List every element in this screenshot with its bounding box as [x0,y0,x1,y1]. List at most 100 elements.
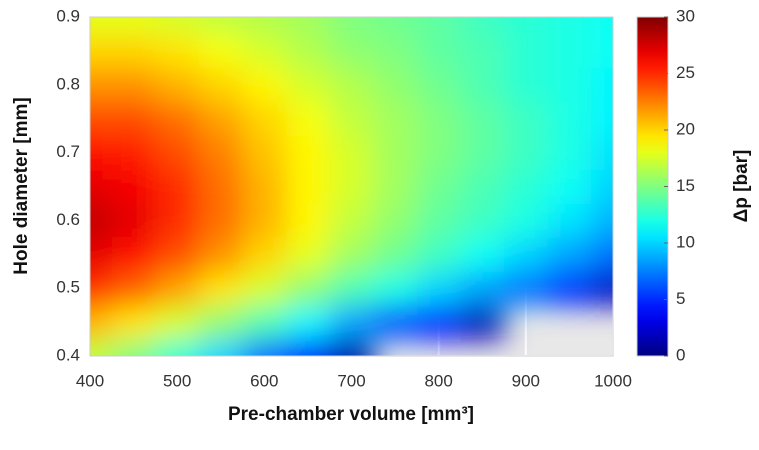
contour-cell [111,135,156,171]
contour-cell [111,67,156,103]
contour-cell [504,237,549,272]
contour-cell [90,203,113,238]
colorbar-tick-label: 5 [676,289,685,308]
contour-cell [373,17,418,35]
contour-cell [90,237,113,272]
contour-cell [242,67,287,103]
contour-cell [329,271,374,306]
contour-cell [111,271,156,306]
contour-cell [416,135,461,171]
contour-cell [111,33,156,69]
contour-cell [242,135,287,171]
contour-cell [373,271,418,306]
contour-cell [460,135,505,171]
x-tick-label: 500 [163,371,191,390]
contour-cell [242,169,287,204]
contour-cell [460,271,505,306]
colorbar-tick-label: 20 [676,119,695,138]
colorbar-tick-label: 15 [676,176,695,195]
x-tick-label: 800 [424,371,452,390]
contour-cell [373,237,418,272]
contour-cell [373,33,418,69]
contour-cell [329,237,374,272]
y-tick-label: 0.7 [56,142,80,161]
contour-cell [504,33,549,69]
plot-frame [89,16,614,357]
contour-cell [90,33,113,69]
contour-cell [416,169,461,204]
contour-cell [155,271,200,306]
contour-cell [155,339,200,356]
contour-field [90,17,613,356]
contour-cell [460,237,505,272]
contour-cell [90,101,113,137]
contour-cell [504,101,549,137]
contour-cell [155,203,200,238]
contour-cell [111,305,156,340]
plot-clip [90,17,613,356]
contour-cell [460,67,505,103]
contour-cell [111,17,156,35]
contour-cell [547,17,592,35]
contour-cell [155,33,200,69]
contour-cell [373,101,418,137]
contour-cell [547,67,592,103]
contour-cell [547,169,592,204]
contour-cell [242,203,287,238]
contour-cell [286,17,331,35]
contour-cell [416,33,461,69]
contour-cell [460,305,505,340]
contour-cell [242,101,287,137]
contour-cell [416,101,461,137]
contour-cell [111,101,156,137]
contour-cell [416,271,461,306]
contour-cell [198,67,244,103]
contour-cell [111,339,156,356]
contour-cell [286,135,331,171]
contour-cell [591,237,613,272]
contour-cell [373,203,418,238]
colorbar-tick-label: 0 [676,345,685,364]
y-tick-label: 0.4 [56,345,80,364]
contour-cell [329,305,374,340]
contour-cell [329,101,374,137]
contour-cell [329,135,374,171]
contour-cell [547,237,592,272]
contour-cell [591,169,613,204]
contour-cell [242,305,287,340]
contour-cell [155,101,200,137]
contour-cell [111,169,156,204]
contour-cell [155,135,200,171]
contour-cell [198,339,244,356]
contour-cell [460,169,505,204]
contour-cell [286,33,331,69]
contour-cell [504,67,549,103]
contour-cell [198,305,244,340]
contour-cell [155,67,200,103]
contour-cell [591,17,613,35]
contour-cell [286,203,331,238]
contour-cell [504,135,549,171]
contour-cell [373,305,418,340]
contour-cell [286,169,331,204]
y-axis-label: Hole diameter [mm] [11,97,32,274]
contour-cell [155,237,200,272]
contour-cell [591,203,613,238]
contour-cell [242,237,287,272]
contour-cell [198,17,244,35]
colorbar-tick-label: 25 [676,63,695,82]
x-axis-label: Pre-chamber volume [mm³] [228,404,474,425]
contour-cell [155,169,200,204]
x-tick-label: 1000 [594,371,632,390]
contour-cell [242,271,287,306]
y-tick-label: 0.6 [56,210,80,229]
colorbar [636,16,669,357]
contour-cell [329,33,374,69]
contour-cell [460,33,505,69]
contour-cell [90,67,113,103]
contour-cell [286,67,331,103]
contour-cell [504,17,549,35]
contour-cell [198,169,244,204]
contour-cell [329,17,374,35]
contour-cell [416,305,461,340]
